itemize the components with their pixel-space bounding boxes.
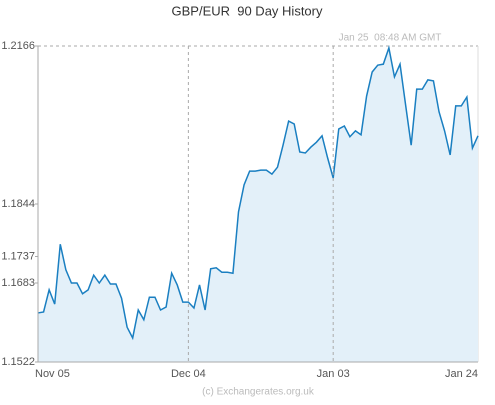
y-tick-label: 1.1737 (1, 250, 35, 262)
area-fill (38, 47, 478, 362)
y-tick-label: 1.1683 (1, 277, 35, 289)
x-tick-label: Dec 04 (171, 368, 206, 380)
x-tick-label: Jan 03 (317, 368, 350, 380)
y-tick-label: 1.1844 (1, 198, 35, 210)
footer: (c) Exchangerates.org.uk (202, 387, 315, 398)
y-tick-label: 1.1522 (1, 356, 35, 368)
x-tick-label: Jan 24 (445, 368, 478, 380)
y-tick-label: 1.2166 (1, 40, 35, 52)
line (37, 45, 479, 341)
annotation: Jan 25 08:48 AM GMT (339, 33, 442, 44)
chart-title: GBP/EUR 90 Day History (172, 3, 323, 18)
x-tick-label: Nov 05 (35, 368, 70, 380)
